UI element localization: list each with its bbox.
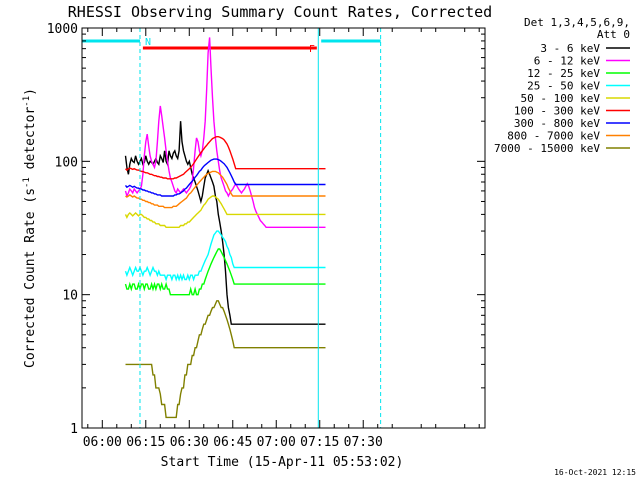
legend-entry-label: 7000 - 15000 keV: [494, 142, 600, 155]
x-tick-label: 07:30: [344, 435, 383, 450]
legend-header-line1: Det 1,3,4,5,6,9,: [524, 16, 630, 29]
y-axis-label: Corrected Count Rate (s-1 detector-1): [22, 88, 38, 368]
series-line-1: [124, 121, 326, 325]
y-axis-label-end: ): [23, 88, 38, 96]
flag-f-label: F: [309, 44, 315, 55]
series-line-7: [124, 158, 326, 197]
y-tick-label: 1000: [47, 22, 78, 37]
y-ticks-layer: 1 10 100 1000: [47, 22, 485, 437]
legend-entry-label: 50 - 100 keV: [521, 92, 601, 105]
series-line-6: [125, 136, 326, 180]
legend-entry-label: 3 - 6 keV: [540, 42, 600, 55]
y-tick-label: 10: [62, 289, 78, 304]
legend-entry-label: 6 - 12 keV: [534, 55, 601, 68]
y-tick-label: 1: [70, 422, 78, 437]
y-axis-label-sup2: -1: [22, 96, 32, 107]
x-tick-label: 07:15: [300, 435, 339, 450]
plot-frame: [81, 27, 486, 429]
legend-entry-label: 800 - 7000 keV: [507, 130, 600, 143]
series-line-9: [125, 300, 326, 419]
chart-title: RHESSI Observing Summary Count Rates, Co…: [68, 3, 492, 21]
y-axis-label-part1: Corrected Count Rate (s: [23, 188, 38, 368]
x-tick-label: 06:15: [126, 435, 165, 450]
y-tick-label: 100: [55, 155, 78, 170]
legend-entry-label: 100 - 300 keV: [514, 105, 600, 118]
flag-n-label: N: [145, 37, 151, 48]
x-tick-label: 06:00: [83, 435, 122, 450]
legend-header-line2: Att 0: [597, 28, 630, 41]
series-line-3: [124, 248, 326, 296]
series-line-5: [124, 195, 326, 228]
vertical-lines-layer: [139, 28, 382, 428]
legend-entry-label: 12 - 25 keV: [527, 67, 600, 80]
x-ticks-layer: 06:00 06:15 06:30 06:45 07:00 07:15 07:30: [83, 28, 480, 450]
legend-entry-label: 300 - 800 keV: [514, 117, 600, 130]
x-tick-label: 06:45: [213, 435, 252, 450]
legend-entry-label: 25 - 50 keV: [527, 80, 600, 93]
series-line-8: [125, 170, 326, 209]
y-axis-label-part2: detector: [23, 107, 38, 178]
series-layer: [124, 37, 326, 419]
footer-date: 16-Oct-2021 12:15: [554, 468, 636, 477]
x-tick-label: 06:30: [170, 435, 209, 450]
x-axis-label: Start Time (15-Apr-11 05:53:02): [161, 455, 404, 470]
series-line-4: [124, 230, 326, 282]
series-line-2: [124, 37, 326, 228]
x-tick-label: 07:00: [257, 435, 296, 450]
flags-layer: NF: [82, 37, 381, 55]
y-axis-label-sup1: -1: [22, 177, 32, 188]
